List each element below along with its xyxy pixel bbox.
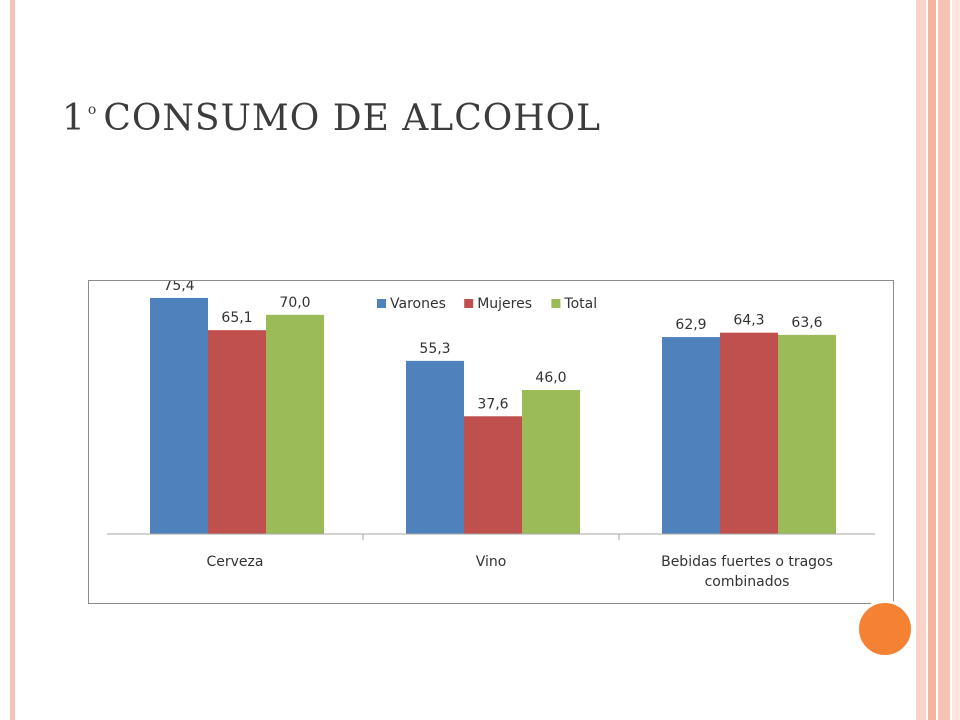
bar-mujeres-1 — [208, 330, 266, 534]
bar-total-3 — [778, 334, 836, 534]
data-label: 65,1 — [221, 310, 252, 326]
right-stripe — [916, 0, 926, 720]
title-text: CONSUMO DE ALCOHOL — [103, 98, 602, 139]
title-superscript: o — [87, 102, 98, 118]
bar-mujeres-2 — [464, 416, 522, 534]
data-label: 55,3 — [419, 341, 450, 357]
bar-total-2 — [522, 389, 580, 534]
data-label: 46,0 — [535, 370, 566, 386]
data-label: 37,6 — [477, 396, 508, 412]
right-stripe — [952, 0, 960, 720]
data-label: 62,9 — [675, 317, 706, 333]
data-label: 75,4 — [163, 281, 194, 294]
data-label: 70,0 — [279, 295, 310, 311]
left-border — [10, 0, 15, 720]
legend-swatch — [377, 299, 386, 308]
category-label: Cerveza — [207, 554, 264, 570]
legend-label: Mujeres — [477, 296, 532, 312]
right-stripe — [938, 0, 950, 720]
right-decorative-stripes — [916, 0, 960, 720]
bar-total-1 — [266, 314, 324, 534]
title-number: 1 — [62, 98, 86, 139]
data-label: 63,6 — [791, 315, 822, 331]
slide-title: 1 o CONSUMO DE ALCOHOL — [62, 98, 601, 139]
chart-legend: Varones Mujeres Total — [377, 296, 597, 312]
category-label: Vino — [476, 554, 507, 570]
data-label: 64,3 — [733, 313, 764, 329]
legend-swatch — [551, 299, 561, 308]
bar-mujeres-3 — [720, 332, 778, 534]
bar-chart: 75,4 65,1 70,0 Cerveza 55,3 37,6 46,0 Vino 62,9 6… — [107, 281, 875, 590]
legend-label: Varones — [390, 296, 446, 312]
chart-frame: 75,4 65,1 70,0 Cerveza 55,3 37,6 46,0 Vino 62,9 6… — [88, 280, 894, 604]
orange-circle-decoration — [856, 600, 914, 658]
category-label: Bebidas fuertes o tragos — [661, 554, 833, 570]
category-label: combinados — [705, 574, 790, 590]
bar-varones-3 — [662, 337, 720, 534]
legend-label: Total — [563, 296, 597, 312]
bar-varones-2 — [406, 360, 464, 534]
legend-swatch — [464, 299, 474, 308]
bar-varones-1 — [150, 297, 208, 534]
right-stripe — [928, 0, 936, 720]
